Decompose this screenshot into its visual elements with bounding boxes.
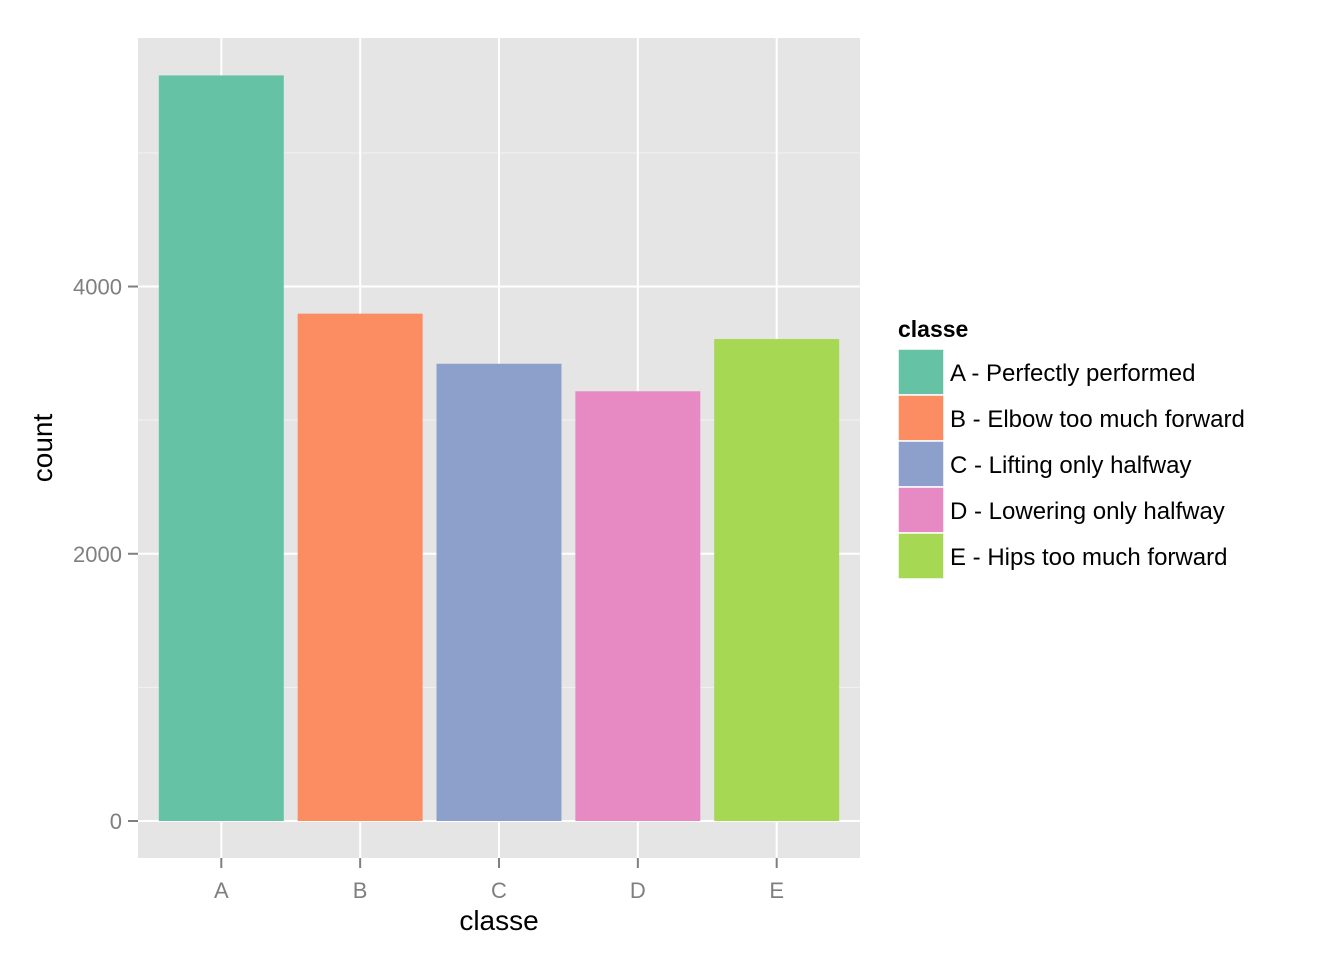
legend-key-d [897, 486, 945, 534]
legend-key-e [897, 532, 945, 580]
legend-key-b [897, 394, 945, 442]
x-axis: A B C D E [214, 858, 784, 903]
bar-c [436, 363, 562, 821]
y-tick-label: 0 [110, 809, 122, 834]
legend-label-d: D - Lowering only halfway [950, 498, 1225, 525]
x-tick-label: D [630, 878, 646, 903]
y-axis: 0 2000 4000 [73, 275, 138, 834]
legend-label-c: C - Lifting only halfway [950, 452, 1191, 479]
bar-e [714, 339, 840, 821]
bar-b [297, 313, 423, 821]
legend-label-b: B - Elbow too much forward [950, 406, 1245, 433]
legend-label-a: A - Perfectly performed [950, 360, 1195, 387]
legend: classe A - Perfectly performed B - Elbow … [897, 316, 1245, 580]
y-tick-label: 4000 [73, 275, 122, 300]
bar-d [575, 391, 701, 821]
x-axis-title: classe [459, 905, 538, 936]
bar-a [158, 75, 284, 822]
legend-key-c [897, 440, 945, 488]
x-tick-label: B [353, 878, 368, 903]
y-tick-label: 2000 [73, 542, 122, 567]
legend-title: classe [898, 316, 968, 342]
x-tick-label: C [491, 878, 507, 903]
x-tick-label: A [214, 878, 229, 903]
legend-key-a [897, 348, 945, 396]
bars [158, 75, 840, 822]
legend-label-e: E - Hips too much forward [950, 544, 1227, 571]
x-tick-label: E [769, 878, 784, 903]
y-axis-title: count [27, 414, 58, 483]
